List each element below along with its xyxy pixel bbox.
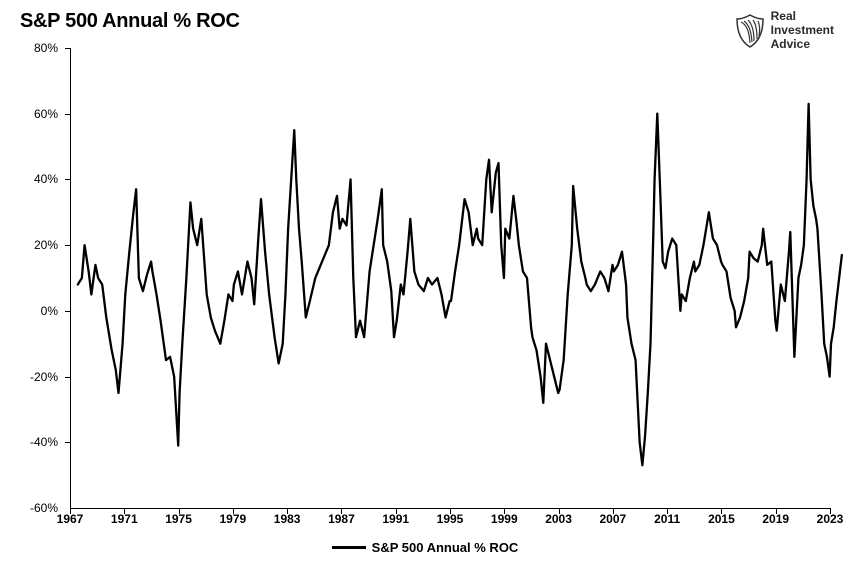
x-tick-label: 2003 (545, 512, 572, 526)
x-tick-mark (776, 508, 777, 514)
x-tick-label: 2015 (708, 512, 735, 526)
x-tick-label: 1991 (382, 512, 409, 526)
legend: S&P 500 Annual % ROC (0, 540, 850, 555)
x-tick-label: 1999 (491, 512, 518, 526)
y-tick-mark (65, 245, 70, 246)
x-tick-mark (396, 508, 397, 514)
x-tick-mark (504, 508, 505, 514)
chart-line-svg (71, 48, 831, 508)
x-tick-label: 2007 (599, 512, 626, 526)
y-tick-label: -20% (0, 370, 58, 384)
x-tick-mark (721, 508, 722, 514)
y-tick-mark (65, 311, 70, 312)
x-tick-label: 1995 (437, 512, 464, 526)
y-tick-mark (65, 179, 70, 180)
x-tick-mark (233, 508, 234, 514)
y-tick-label: 60% (0, 107, 58, 121)
x-tick-mark (341, 508, 342, 514)
y-tick-label: -60% (0, 501, 58, 515)
y-tick-mark (65, 377, 70, 378)
x-tick-mark (613, 508, 614, 514)
brand-line-2: Investment (771, 24, 834, 38)
x-tick-mark (830, 508, 831, 514)
y-tick-label: 20% (0, 238, 58, 252)
x-tick-label: 1987 (328, 512, 355, 526)
x-tick-label: 2019 (762, 512, 789, 526)
x-tick-mark (287, 508, 288, 514)
feather-shield-icon (735, 13, 765, 49)
plot-area (70, 48, 831, 509)
series-line (78, 104, 842, 465)
y-tick-mark (65, 442, 70, 443)
y-tick-label: 40% (0, 172, 58, 186)
legend-label: S&P 500 Annual % ROC (372, 540, 519, 555)
x-tick-mark (124, 508, 125, 514)
x-tick-mark (667, 508, 668, 514)
x-tick-mark (70, 508, 71, 514)
chart-container: S&P 500 Annual % ROC Real Investment Adv… (0, 0, 850, 569)
x-tick-mark (179, 508, 180, 514)
x-tick-label: 2011 (654, 512, 680, 526)
x-tick-label: 1979 (219, 512, 246, 526)
x-tick-mark (559, 508, 560, 514)
x-tick-label: 1983 (274, 512, 301, 526)
y-tick-label: 0% (0, 304, 58, 318)
brand-logo: Real Investment Advice (735, 10, 834, 51)
brand-text: Real Investment Advice (771, 10, 834, 51)
x-tick-label: 1975 (165, 512, 192, 526)
y-tick-mark (65, 114, 70, 115)
x-tick-label: 1971 (111, 512, 138, 526)
y-tick-label: -40% (0, 435, 58, 449)
x-tick-label: 2023 (817, 512, 844, 526)
x-tick-label: 1967 (57, 512, 84, 526)
y-tick-mark (65, 48, 70, 49)
chart-title: S&P 500 Annual % ROC (20, 10, 240, 33)
y-tick-label: 80% (0, 41, 58, 55)
x-tick-mark (450, 508, 451, 514)
legend-swatch (332, 546, 366, 549)
brand-line-1: Real (771, 10, 834, 24)
